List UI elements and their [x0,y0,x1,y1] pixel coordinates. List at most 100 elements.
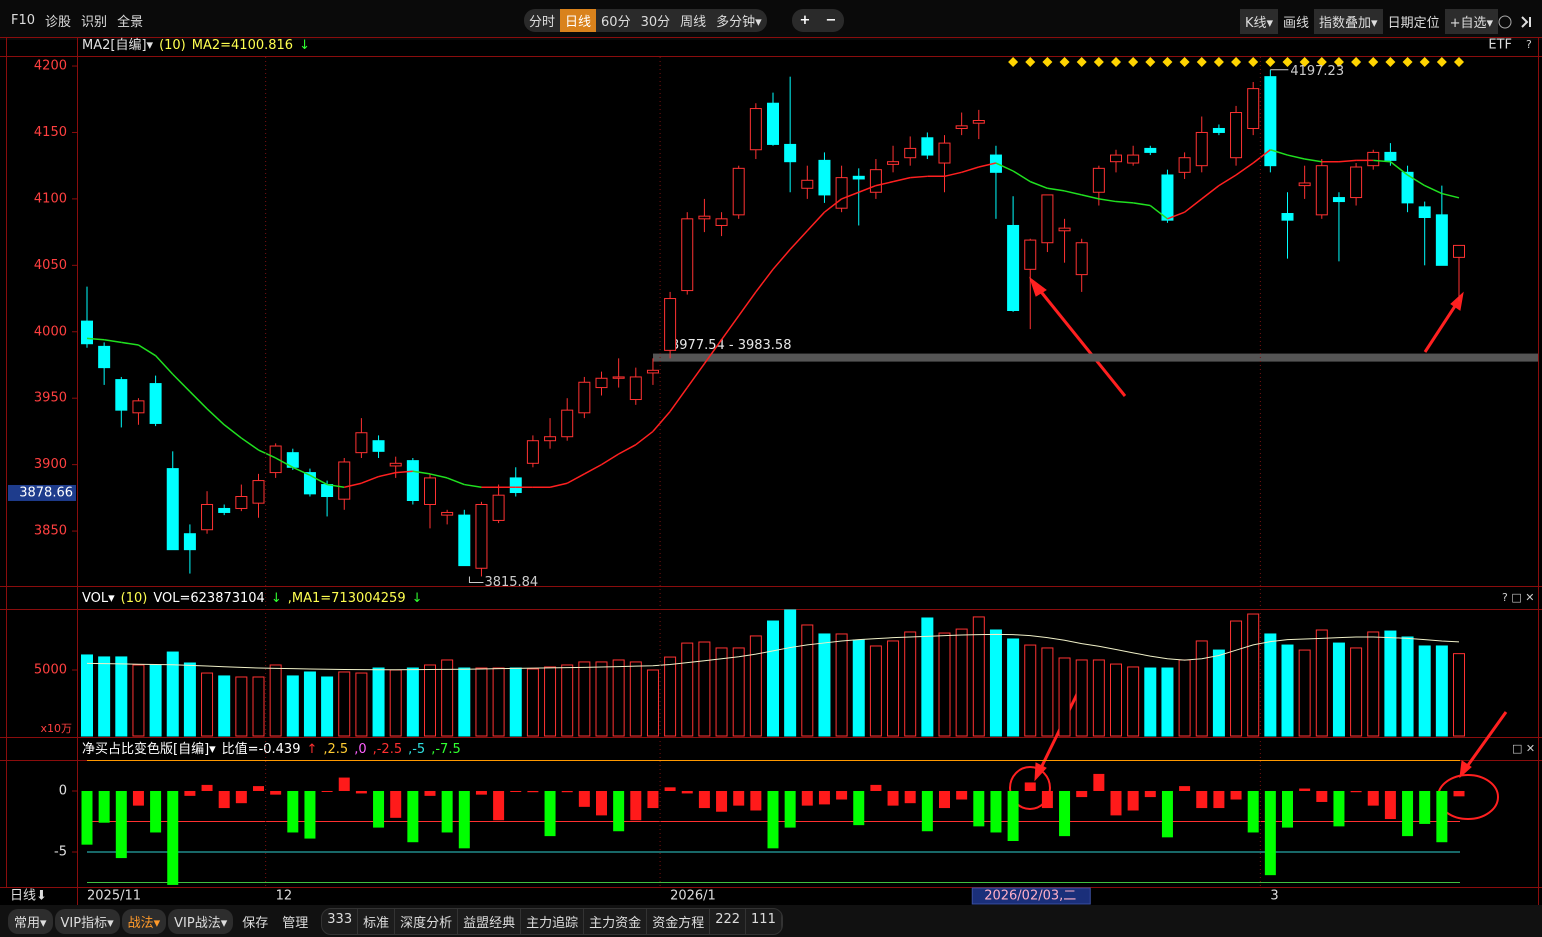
tab[interactable]: 111 [746,908,782,934]
ratio-bar [596,790,607,816]
signal-diamond [1231,57,1242,67]
period-button[interactable]: 30分 [640,15,671,30]
tab[interactable]: 深度分析 [395,908,459,934]
ma-segment [1304,158,1322,163]
volume-bar [835,633,848,737]
volume-bar [372,667,385,737]
ratio-bar [355,790,367,794]
candle-body [955,125,968,129]
ratio-bar [870,784,882,791]
tool-button[interactable]: 指数叠加▾ [1314,9,1383,34]
period-label: 日线⬇ [10,889,47,904]
button[interactable]: 保存 [242,915,269,931]
tab[interactable]: 标准 [358,908,396,934]
tool-button[interactable]: 全景 [117,14,144,30]
candle-body [1075,242,1088,276]
tool-button[interactable]: K线▾ [1239,9,1279,34]
volume-bar [715,647,728,737]
header-item: ,-7.5 [431,742,461,757]
ma-segment [1389,161,1409,176]
menu[interactable]: 战法▾ [121,908,167,934]
period-button[interactable]: 日线 [560,9,597,32]
period-button[interactable]: 周线 [680,15,707,30]
window-buttons[interactable]: ? □ ✕ □ ✕ ? [1502,38,1535,755]
signal-diamond [1093,57,1104,67]
ratio-bar [235,790,247,804]
ratio-bar [287,790,299,833]
ratio-bar [801,790,813,806]
header-item: VOL▾ [82,591,115,606]
tool-button[interactable]: 诊股 [45,14,72,30]
tab[interactable]: 资金方程 [647,908,711,934]
volume-bar [98,656,111,737]
ma-segment [395,470,413,474]
candle-body [492,494,505,521]
volume-bar [509,667,522,737]
ma-segment [669,387,688,412]
ratio-bar [475,790,487,795]
ma-segment [978,162,997,168]
ratio-bar [458,790,470,849]
tab[interactable]: 222 [710,908,747,934]
indicator-header: 净买占比变色版[自编]▾ 比值=-0.439 ↑ ,2.5 ,0 ,-2.5 ,-5 ,-7.… [82,741,461,757]
candle-body [372,440,385,452]
candle-body [406,460,419,501]
ma-segment [1407,174,1426,187]
tool-button[interactable]: +自选▾ [1444,9,1498,34]
ratio-bar [1127,790,1139,811]
volume-bar [578,661,591,737]
ma-segment [189,391,208,410]
ratio-bar [184,790,196,796]
ratio-bar [853,790,865,826]
zoom-button[interactable]: + [799,13,811,28]
tool-button[interactable]: 识别 [81,14,108,30]
low-label: 3815.84 [484,575,538,590]
tool-button[interactable]: 日期定位 [1387,16,1440,31]
ratio-bar [167,790,179,885]
volume-bar [1212,649,1225,737]
ratio-bar [904,790,916,804]
volume-bar [921,617,934,737]
ratio-bar [1196,790,1208,809]
tool-button[interactable]: 画线 [1283,16,1310,31]
menu[interactable]: VIP战法▾ [168,908,234,934]
candle-body [1092,167,1105,193]
candle-body [355,432,368,454]
window-icons[interactable] [1498,14,1534,30]
zoom-button[interactable]: − [825,13,837,28]
ratio-bar [1093,773,1105,791]
ma-segment [1252,149,1271,164]
period-button[interactable]: 60分 [601,15,631,30]
candle-body [132,400,145,414]
volume-bar [1247,613,1260,737]
ratio-bar [767,790,779,849]
menu[interactable]: VIP指标▾ [54,908,120,934]
tab[interactable]: 主力追踪 [521,908,585,934]
period-button[interactable]: 分时 [529,15,556,30]
menu[interactable]: 常用▾ [8,908,53,934]
ma-segment [378,471,396,478]
ratio-bar [1436,790,1448,843]
ma-segment [910,175,928,179]
period-button[interactable]: 多分钟▾ [716,15,762,30]
header-item: MA2[自编]▾ [82,38,154,53]
signal-diamond [1145,57,1156,67]
tab[interactable]: 主力资金 [584,908,648,934]
ma-segment [875,180,894,187]
volume-bar [321,676,334,737]
ma-segment [823,198,843,213]
tool-button[interactable]: F10 [11,12,36,28]
frame [0,37,1542,905]
ratio-bar [1316,790,1328,802]
ratio-bar [836,790,848,800]
candle-body [218,507,231,513]
candle-body [321,484,334,498]
volume-bar [869,645,882,737]
ratio-bar [1230,790,1242,800]
tab[interactable]: 益盟经典 [458,908,522,934]
button[interactable]: 管理 [282,915,309,931]
volume-bar [338,671,351,737]
ma-segment [1047,187,1065,192]
ma-segment [1012,170,1031,183]
tab[interactable]: 333 [322,908,359,934]
